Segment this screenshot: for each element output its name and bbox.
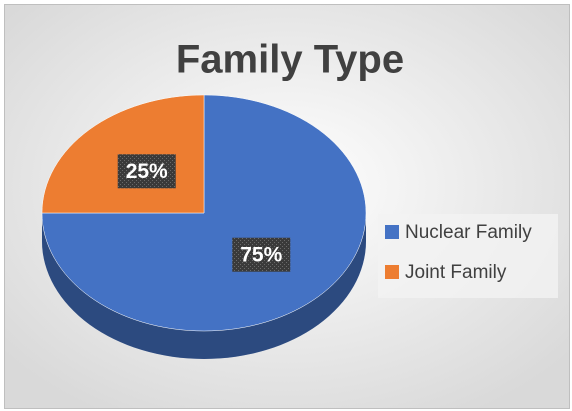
pie: 75% 25% xyxy=(41,94,367,359)
pie-side-shade xyxy=(42,213,366,359)
data-label-box xyxy=(117,154,176,189)
legend-swatch xyxy=(385,225,399,239)
legend: Nuclear Family Joint Family xyxy=(385,222,532,283)
chart-title: Family Type xyxy=(176,38,404,82)
legend-label: Nuclear Family xyxy=(405,222,532,243)
pie-side xyxy=(42,213,366,359)
legend-label: Joint Family xyxy=(405,262,507,283)
data-label-box xyxy=(232,237,291,272)
legend-swatch xyxy=(385,265,399,279)
data-label: 75% xyxy=(240,243,282,266)
legend-box xyxy=(378,214,558,298)
data-label: 25% xyxy=(126,160,168,183)
